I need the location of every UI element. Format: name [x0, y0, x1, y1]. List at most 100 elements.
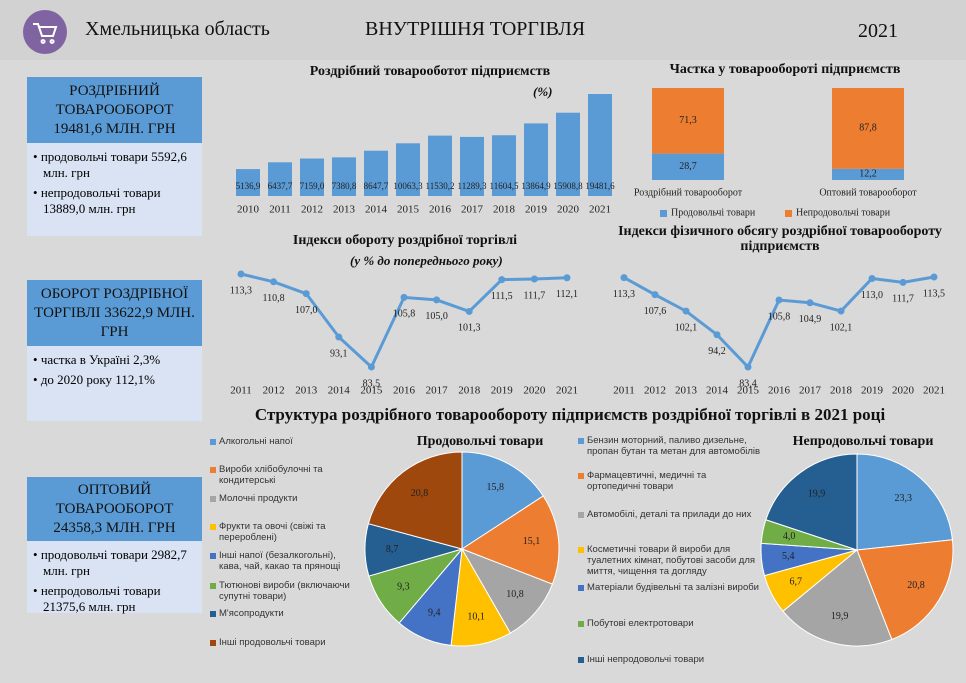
x-tick-label: 2021 [556, 385, 578, 397]
value-label: 113,0 [861, 290, 883, 301]
value-label: 71,3 [679, 115, 697, 126]
value-label: 105,8 [768, 311, 791, 322]
x-tick-label: 2014 [365, 204, 388, 216]
value-label: 13864,9 [521, 181, 551, 191]
cart-icon [23, 10, 67, 54]
panel-item: непродовольчі товари 21375,6 млн. грн [31, 583, 196, 615]
panel-list: частка в Україні 2,3% до 2020 року 112,1% [27, 346, 202, 421]
marker [498, 276, 506, 284]
value-label: 8647,7 [364, 181, 389, 191]
year: 2021 [858, 20, 898, 42]
panel-list: продовольчі товари 2982,7 млн. грн непрод… [27, 541, 202, 615]
bar [332, 157, 356, 196]
value-label: 15,8 [487, 482, 505, 493]
value-label: 5136,9 [236, 181, 261, 191]
value-label: 105,0 [425, 311, 448, 322]
x-tick-label: 2011 [230, 385, 252, 397]
bar-segment [832, 88, 904, 169]
legend-label: Автомобілі, деталі та прилади до них [587, 509, 752, 520]
chart-subtitle: (%) [533, 84, 553, 99]
value-label: 111,7 [892, 294, 914, 305]
x-tick-label: 2018 [493, 204, 516, 216]
panel-item: до 2020 року 112,1% [31, 372, 196, 388]
marker [620, 274, 628, 282]
marker [837, 307, 845, 315]
value-label: 20,8 [411, 488, 429, 499]
value-label: 113,5 [923, 288, 945, 299]
x-tick-label: 2016 [393, 385, 416, 397]
value-label: 19,9 [831, 611, 849, 622]
panel-title: РОЗДРІБНИЙ ТОВАРООБОРОТ 19481,6 МЛН. ГРН [27, 77, 202, 143]
bar [524, 123, 548, 196]
bar [428, 135, 452, 196]
marker [237, 270, 245, 278]
bar-segment [832, 168, 904, 180]
x-tick-label: 2015 [737, 385, 760, 397]
legend-label: Непродовольчі товари [796, 207, 891, 218]
value-label: 11289,3 [458, 181, 487, 191]
chart-title: Непродовольчі товари [792, 434, 934, 449]
x-tick-label: 2020 [523, 385, 546, 397]
value-label: 28,7 [679, 161, 697, 172]
value-label: 11530,2 [426, 181, 455, 191]
bar [364, 150, 388, 196]
value-label: 6,7 [789, 576, 802, 587]
legend-label: Інші непродовольчі товари [587, 654, 705, 665]
pie-slice [461, 451, 544, 550]
marker [713, 331, 721, 339]
chart-title: Індекси фізичного обсягу роздрібної това… [618, 224, 942, 254]
bar [268, 162, 292, 196]
panel-title: ОПТОВИЙ ТОВАРООБОРОТ 24358,3 МЛН. ГРН [27, 477, 202, 541]
marker [433, 296, 441, 304]
value-label: 10,1 [467, 612, 485, 623]
value-label: 9,3 [397, 581, 410, 592]
value-label: 15908,8 [553, 181, 583, 191]
value-label: 83,5 [363, 378, 381, 389]
value-label: 10,8 [506, 589, 524, 600]
value-label: 93,1 [330, 348, 348, 359]
value-label: 113,3 [230, 285, 252, 296]
header-band [0, 0, 966, 60]
marker [367, 363, 375, 371]
legend-label: Бензин моторний, паливо дизельне, пропан… [587, 435, 761, 457]
legend-label: Побутові електротовари [587, 618, 694, 629]
value-label: 5,4 [782, 551, 795, 562]
pie-slice [765, 453, 858, 551]
x-tick-label: 2013 [675, 385, 698, 397]
marker [744, 363, 752, 371]
legend-label: М'ясопродукти [219, 608, 284, 619]
section-title: Структура роздрібного товарообороту підп… [254, 405, 886, 424]
x-tick-label: 2020 [892, 385, 915, 397]
value-label: 111,5 [491, 291, 513, 302]
bar-segment [652, 88, 724, 154]
legend-label: Матеріали будівельні та залізні вироби [587, 582, 759, 593]
legend-label: Фармацевтичні, медичні та ортопедичні то… [587, 470, 707, 492]
chart-subtitle: (у % до попереднього року) [350, 253, 503, 268]
value-label: 6437,7 [268, 181, 293, 191]
x-tick-label: 2012 [263, 385, 285, 397]
value-label: 101,3 [458, 323, 481, 334]
value-label: 11604,5 [490, 181, 519, 191]
x-tick-label: 2017 [461, 204, 484, 216]
legend-label: Молочні продукти [219, 493, 298, 504]
value-label: 12,2 [859, 169, 877, 180]
value-label: 113,3 [613, 289, 635, 300]
marker [806, 299, 814, 307]
cart-glyph [33, 23, 58, 44]
legend-swatch [578, 547, 584, 553]
legend-swatch [785, 210, 792, 217]
bar [588, 94, 612, 196]
legend-label: Інші напої (безалкогольні), кава, чай, к… [219, 550, 341, 572]
panel-item: частка в Україні 2,3% [31, 352, 196, 368]
chart-title: Частка у товарообороті підприємств [669, 62, 901, 77]
x-tick-label: 2018 [830, 385, 853, 397]
x-tick-label: 2015 [397, 204, 420, 216]
legend-swatch [210, 496, 216, 502]
legend-label: Алкогольні напої [219, 436, 293, 447]
legend-label: Продовольчі товари [671, 207, 756, 218]
legend-swatch [210, 640, 216, 646]
marker [775, 296, 783, 304]
chart-title: Індекси обороту роздрібної торгівлі [292, 233, 518, 248]
value-label: 4,0 [783, 531, 796, 542]
